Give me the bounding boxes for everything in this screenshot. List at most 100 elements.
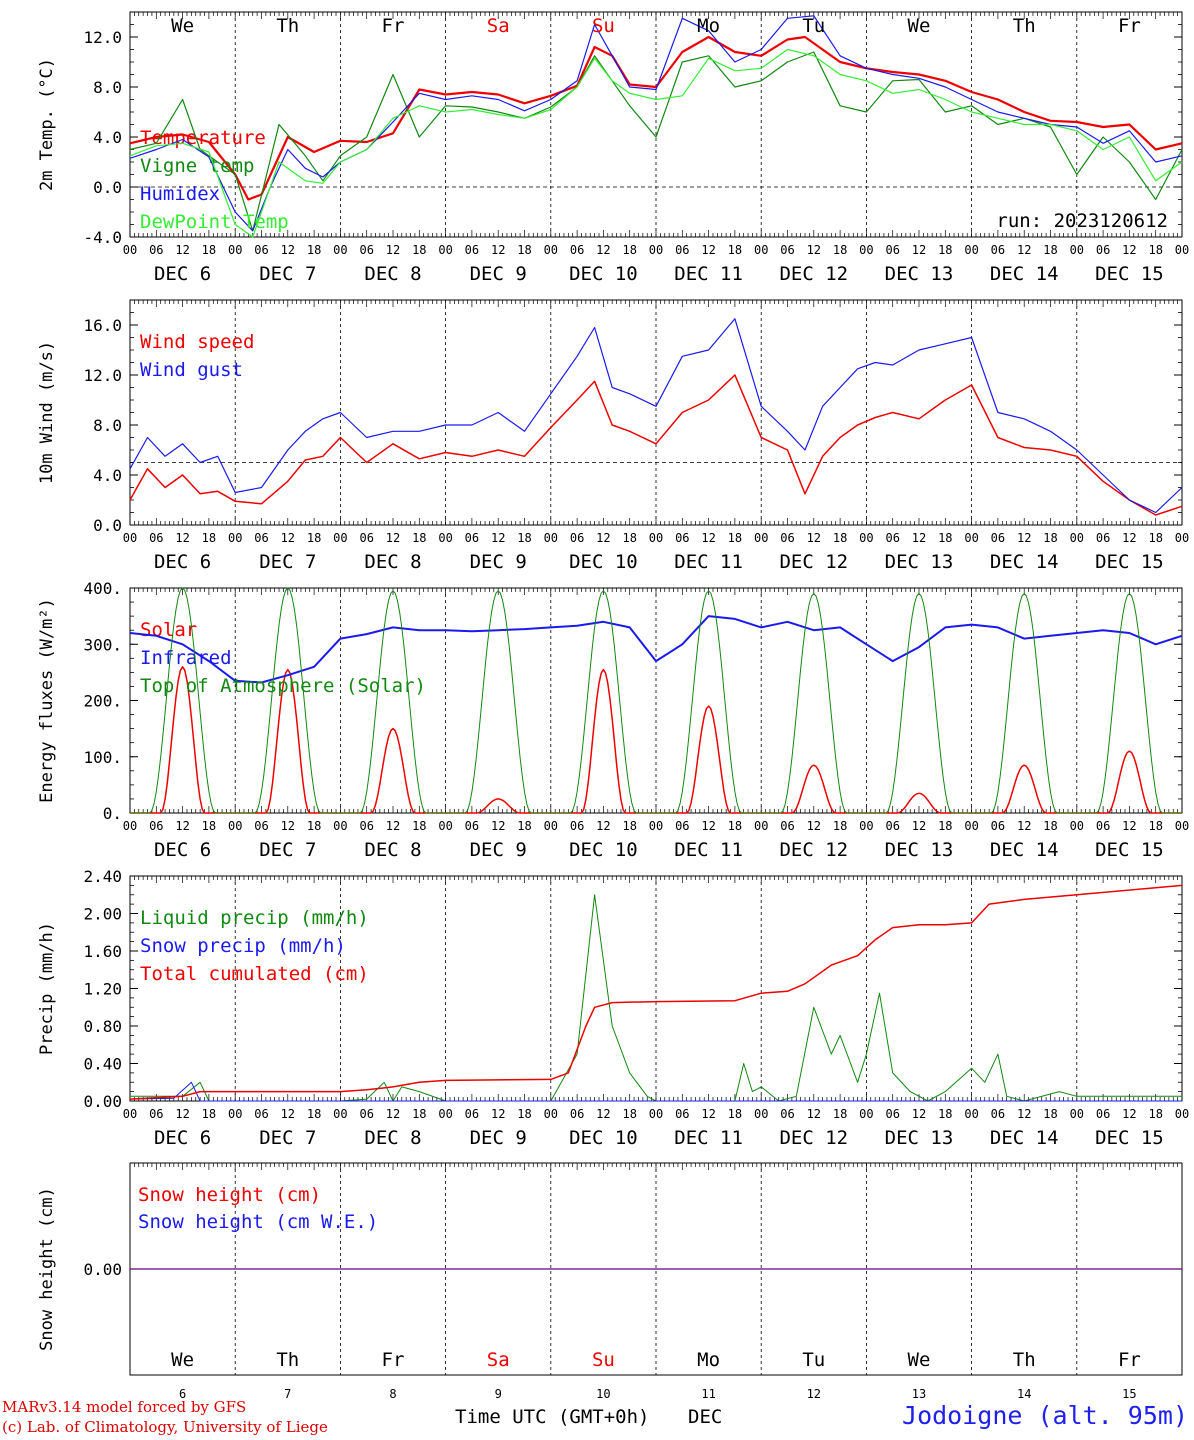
series-line-total-cumulated-cm- — [129, 884, 1183, 1100]
y-tick-label: 1.20 — [83, 980, 122, 999]
day-label: DEC 8 — [364, 1127, 421, 1149]
y-tick-label: 400. — [83, 579, 122, 598]
legend-entry: Snow height (cm W.E.) — [138, 1211, 378, 1233]
series-line-wind-speed — [129, 374, 1183, 516]
day-label: DEC 11 — [674, 263, 743, 285]
day-label: DEC 8 — [364, 263, 421, 285]
weekday-label: We — [171, 1349, 194, 1371]
hour-label: 06 — [991, 819, 1005, 833]
weekday-label: We — [908, 15, 931, 37]
hour-label: 06 — [570, 243, 584, 257]
hour-label: 18 — [517, 531, 531, 545]
day-label: DEC 14 — [990, 839, 1059, 861]
day-number: 13 — [912, 1387, 926, 1401]
hour-label: 00 — [438, 1107, 452, 1121]
hour-label: 06 — [465, 531, 479, 545]
hour-label: 00 — [754, 1107, 768, 1121]
legend-entry: Infrared — [140, 647, 232, 669]
day-label: DEC 15 — [1095, 551, 1164, 573]
legend-entry: Snow height (cm) — [138, 1184, 321, 1206]
y-tick-label: 2.00 — [83, 905, 122, 924]
hour-label: 18 — [622, 531, 636, 545]
hour-label: 00 — [123, 531, 137, 545]
hour-label: 00 — [649, 243, 663, 257]
hour-label: 12 — [912, 531, 926, 545]
weekday-label: Th — [1013, 15, 1036, 37]
day-label: DEC 11 — [674, 551, 743, 573]
hour-label: 18 — [833, 1107, 847, 1121]
y-tick-label: 16.0 — [83, 316, 122, 335]
hour-label: 18 — [728, 531, 742, 545]
hour-label: 18 — [938, 1107, 952, 1121]
hour-label: 12 — [596, 531, 610, 545]
hour-label: 12 — [491, 531, 505, 545]
series-line-snow-precip-mm-h- — [129, 1081, 1182, 1102]
hour-label: 18 — [1148, 819, 1162, 833]
day-label: DEC 9 — [470, 263, 527, 285]
hour-label: 00 — [1070, 819, 1084, 833]
day-label: DEC 14 — [990, 263, 1059, 285]
hour-label: 18 — [307, 531, 321, 545]
hour-label: 18 — [833, 243, 847, 257]
hour-label: 00 — [438, 243, 452, 257]
hour-label: 12 — [175, 243, 189, 257]
day-label: DEC 6 — [154, 839, 211, 861]
weekday-label: Su — [592, 1349, 615, 1371]
hour-label: 18 — [412, 531, 426, 545]
hour-label: 12 — [701, 243, 715, 257]
y-tick-label: 200. — [83, 692, 122, 711]
hour-label: 12 — [175, 819, 189, 833]
hour-label: 06 — [465, 1107, 479, 1121]
hour-label: 06 — [885, 819, 899, 833]
hour-label: 12 — [491, 1107, 505, 1121]
hour-label: 06 — [675, 819, 689, 833]
hour-label: 12 — [807, 243, 821, 257]
hour-label: 06 — [675, 531, 689, 545]
hour-label: 00 — [228, 243, 242, 257]
hour-label: 00 — [544, 1107, 558, 1121]
day-label: DEC 13 — [885, 551, 954, 573]
y-axis-label: Snow height (cm) — [37, 1187, 57, 1351]
hour-label: 00 — [754, 819, 768, 833]
xaxis-month: DEC — [688, 1406, 723, 1428]
hour-label: 06 — [254, 819, 268, 833]
hour-label: 00 — [333, 531, 347, 545]
day-label: DEC 12 — [779, 839, 848, 861]
series-line-top-of-atmosphere-solar- — [130, 587, 1182, 814]
xaxis-title: Time UTC (GMT+0h) — [455, 1406, 650, 1428]
hour-label: 18 — [412, 819, 426, 833]
day-label: DEC 12 — [779, 263, 848, 285]
hour-label: 00 — [228, 1107, 242, 1121]
day-number: 11 — [701, 1387, 715, 1401]
hour-label: 00 — [1175, 819, 1189, 833]
hour-label: 12 — [491, 243, 505, 257]
day-number: 8 — [389, 1387, 396, 1401]
hour-label: 00 — [859, 819, 873, 833]
y-tick-label: 2.40 — [83, 867, 122, 886]
day-label: DEC 15 — [1095, 839, 1164, 861]
hour-label: 18 — [412, 1107, 426, 1121]
weekday-label: Fr — [382, 15, 405, 37]
hour-label: 06 — [359, 531, 373, 545]
day-label: DEC 11 — [674, 839, 743, 861]
hour-label: 12 — [491, 819, 505, 833]
hour-label: 12 — [386, 243, 400, 257]
hour-label: 00 — [544, 819, 558, 833]
series-line-liquid-precip-mm-h- — [130, 894, 1182, 1102]
day-number: 9 — [495, 1387, 502, 1401]
hour-label: 00 — [859, 531, 873, 545]
y-axis-label: 10m Wind (m/s) — [37, 341, 57, 484]
hour-label: 00 — [964, 1107, 978, 1121]
hour-label: 12 — [1017, 531, 1031, 545]
hour-label: 12 — [912, 243, 926, 257]
weekday-label: Mo — [697, 15, 720, 37]
legend-entry: Liquid precip (mm/h) — [140, 907, 369, 929]
hour-label: 18 — [1043, 243, 1057, 257]
hour-label: 18 — [517, 819, 531, 833]
hour-label: 12 — [281, 243, 295, 257]
weekday-label: Fr — [1118, 1349, 1141, 1371]
hour-label: 06 — [254, 243, 268, 257]
hour-label: 06 — [149, 531, 163, 545]
hour-label: 06 — [885, 243, 899, 257]
hour-label: 12 — [386, 819, 400, 833]
